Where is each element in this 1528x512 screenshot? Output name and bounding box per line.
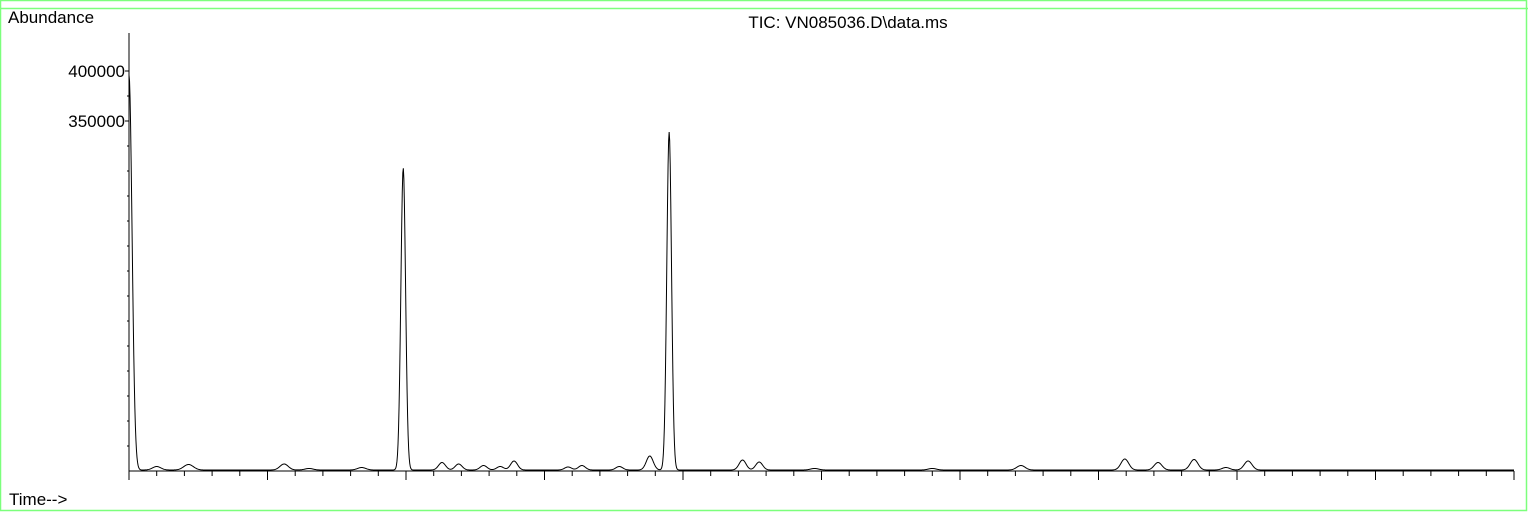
y-tick-label: 400000 xyxy=(68,62,125,81)
chart-title: TIC: VN085036.D\data.ms xyxy=(748,13,947,32)
tic-trace-line xyxy=(128,74,1514,471)
x-axis-label: Time--> xyxy=(9,490,67,509)
y-tick-label: 350000 xyxy=(68,112,125,131)
y-axis-label: Abundance xyxy=(8,8,94,27)
